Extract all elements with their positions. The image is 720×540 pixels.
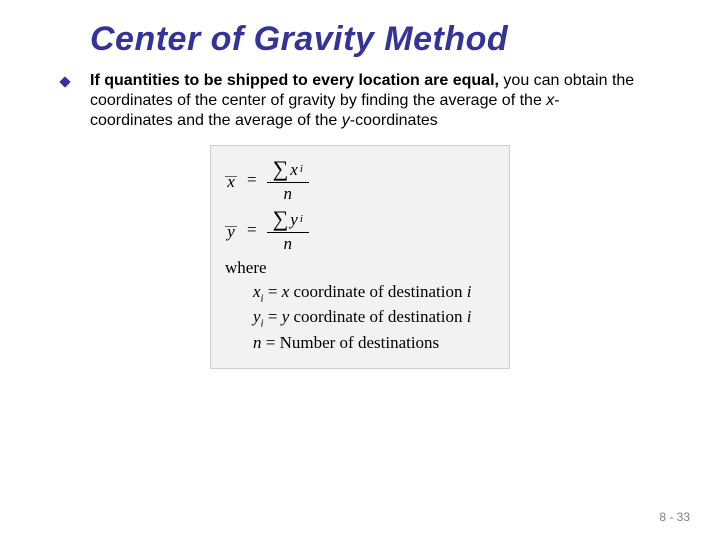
- equals-sign: =: [243, 220, 261, 240]
- bullet-rest-2: -coordinates: [350, 112, 438, 129]
- bullet-lead: If quantities to be shipped to every loc…: [90, 72, 499, 89]
- bullet-item: If quantities to be shipped to every loc…: [58, 71, 640, 131]
- ybar-fraction: ∑ yi n: [267, 208, 309, 252]
- xbar-fraction: ∑ xi n: [267, 158, 309, 202]
- equals-sign: =: [243, 170, 261, 190]
- def-yi-eq: =: [264, 307, 282, 326]
- sum-yi-var: y: [290, 211, 298, 228]
- diamond-bullet-icon: [58, 75, 72, 89]
- def-n-var: n: [253, 333, 262, 352]
- bullet-text: If quantities to be shipped to every loc…: [90, 71, 640, 131]
- slide-number: 8 - 33: [659, 510, 690, 524]
- slide: Center of Gravity Method If quantities t…: [0, 0, 720, 540]
- def-xi-i: i: [467, 282, 472, 301]
- def-xi-text: coordinate of destination: [289, 282, 467, 301]
- def-n: n = Number of destinations: [253, 333, 495, 353]
- sigma-icon: ∑: [273, 208, 289, 230]
- def-yi-i: i: [467, 307, 472, 326]
- xbar-equation: — x = ∑ xi n: [225, 158, 495, 202]
- def-yi-var: y: [253, 307, 261, 326]
- definitions: xi = x coordinate of destination i yi = …: [253, 282, 495, 353]
- xbar-denom: n: [283, 183, 292, 202]
- slide-title: Center of Gravity Method: [90, 20, 670, 59]
- ybar-equation: — y = ∑ yi n: [225, 208, 495, 252]
- def-n-text: = Number of destinations: [262, 333, 440, 352]
- ybar-symbol: — y: [225, 223, 237, 238]
- sum-xi-var: x: [290, 161, 298, 178]
- sum-yi-sub: i: [300, 214, 303, 225]
- ybar-denom: n: [283, 233, 292, 252]
- xbar-var: x: [227, 177, 235, 187]
- sigma-icon: ∑: [273, 158, 289, 180]
- ybar-var: y: [227, 227, 235, 237]
- def-xi-var: x: [253, 282, 261, 301]
- xbar-symbol: — x: [225, 173, 237, 188]
- def-xi: xi = x coordinate of destination i: [253, 282, 495, 304]
- bullet-yvar: y: [342, 112, 350, 129]
- def-xi-eq: =: [264, 282, 282, 301]
- where-label: where: [225, 258, 495, 278]
- sum-xi-sub: i: [300, 164, 303, 175]
- def-yi: yi = y coordinate of destination i: [253, 307, 495, 329]
- def-yi-text: coordinate of destination: [289, 307, 467, 326]
- formula-box: — x = ∑ xi n — y = ∑ yi: [210, 145, 510, 369]
